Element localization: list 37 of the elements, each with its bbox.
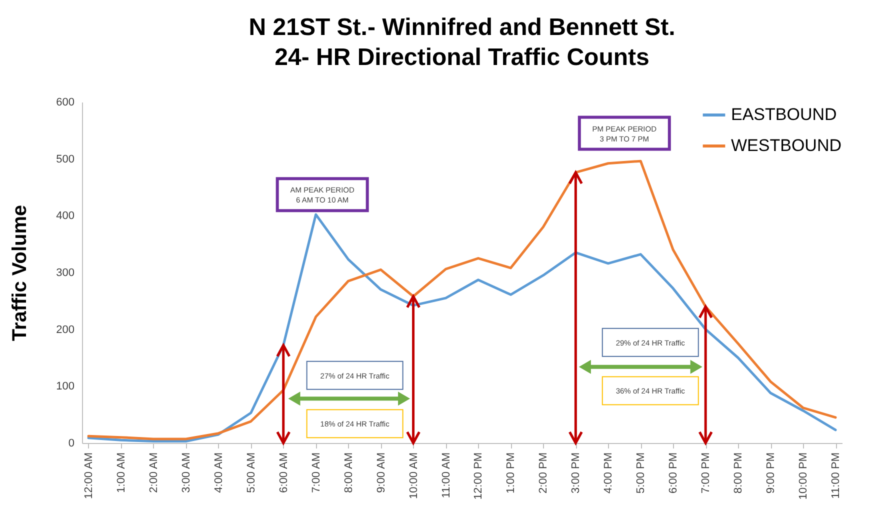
y-tick-label: 500 bbox=[56, 153, 74, 166]
x-tick-label: 3:00 AM bbox=[180, 452, 192, 493]
x-tick-label: 12:00 AM bbox=[82, 452, 95, 499]
x-tick-label: 9:00 AM bbox=[375, 452, 388, 493]
y-axis-title: Traffic Volume bbox=[9, 204, 32, 342]
x-tick-label: 5:00 PM bbox=[635, 452, 648, 494]
x-tick-label: 10:00 AM bbox=[408, 452, 420, 499]
x-tick-label: 2:00 AM bbox=[148, 452, 160, 493]
x-tick-label: 2:00 PM bbox=[538, 452, 550, 494]
legend-label: WESTBOUND bbox=[731, 136, 842, 155]
x-tick-label: 7:00 AM bbox=[310, 452, 322, 493]
chart-title: N 21ST St.- Winnifred and Bennett St. 24- HR Directional Traffic Counts bbox=[248, 14, 676, 71]
y-tick-label: 300 bbox=[56, 267, 74, 279]
x-tick-label: 11:00 AM bbox=[440, 452, 452, 498]
x-tick-label: 1:00 PM bbox=[505, 452, 518, 494]
x-tick-label: 11:00 PM bbox=[830, 452, 842, 499]
legend-label: EASTBOUND bbox=[731, 105, 837, 124]
line-series bbox=[87, 160, 837, 440]
y-tick-label: 0 bbox=[68, 438, 74, 450]
x-tick-label: 12:00 PM bbox=[472, 452, 485, 500]
x-tick-label: 4:00 AM bbox=[212, 452, 225, 493]
x-tick-label: 8:00 PM bbox=[732, 452, 745, 494]
x-tick-label: 4:00 PM bbox=[602, 452, 615, 494]
x-tick-label: 6:00 AM bbox=[278, 452, 290, 493]
x-tick-label: 9:00 PM bbox=[765, 452, 778, 494]
x-tick-label: 3:00 PM bbox=[570, 452, 582, 494]
x-tick-label: 1:00 AM bbox=[115, 452, 128, 493]
line-series bbox=[87, 213, 837, 443]
y-tick-label: 400 bbox=[56, 210, 74, 222]
x-tick-label: 5:00 AM bbox=[245, 452, 258, 493]
x-tick-label: 7:00 PM bbox=[700, 452, 712, 494]
y-tick-label: 100 bbox=[56, 380, 74, 393]
x-tick-label: 8:00 AM bbox=[342, 452, 355, 493]
y-tick-label: 200 bbox=[56, 324, 74, 336]
x-tick-label: 10:00 PM bbox=[798, 452, 810, 500]
y-tick-label: 600 bbox=[56, 96, 74, 108]
x-tick-label: 6:00 PM bbox=[668, 452, 680, 494]
